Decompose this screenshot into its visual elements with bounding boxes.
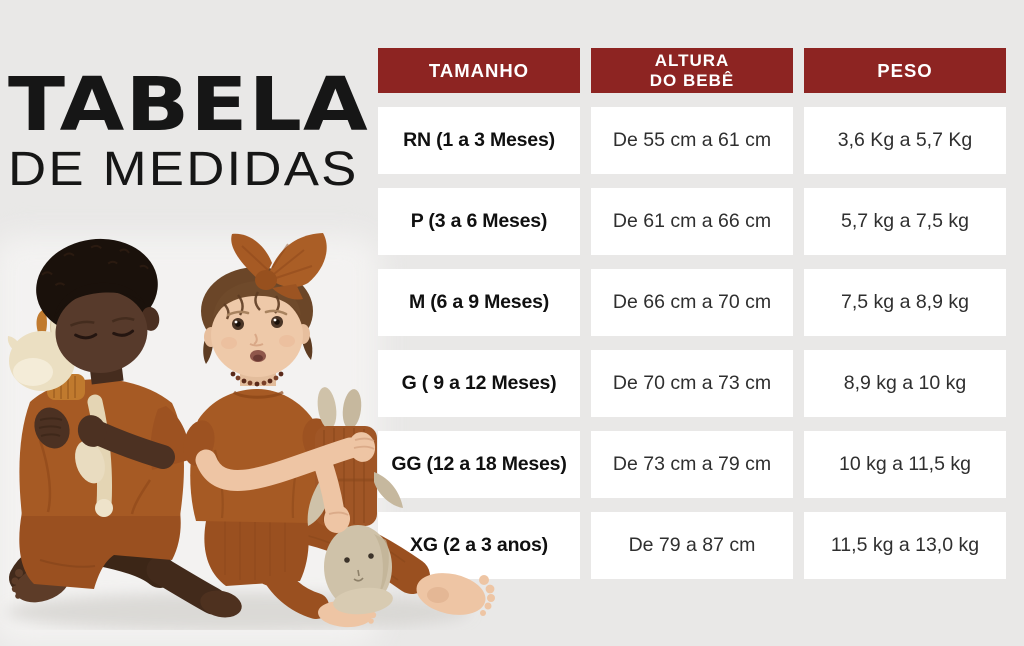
baby-girl-figure bbox=[183, 233, 495, 628]
height-cell: De 55 cm a 61 cm bbox=[591, 107, 793, 174]
column-header-altura: ALTURA DO BEBÊ bbox=[591, 48, 793, 93]
height-cell: De 61 cm a 66 cm bbox=[591, 188, 793, 255]
header-altura-line2: DO BEBÊ bbox=[649, 70, 735, 90]
weight-cell: 11,5 kg a 13,0 kg bbox=[804, 512, 1006, 579]
weight-cell: 10 kg a 11,5 kg bbox=[804, 431, 1006, 498]
height-cell: De 66 cm a 70 cm bbox=[591, 269, 793, 336]
column-header-tamanho: TAMANHO bbox=[378, 48, 580, 93]
height-cell: De 73 cm a 79 cm bbox=[591, 431, 793, 498]
weight-cell: 8,9 kg a 10 kg bbox=[804, 350, 1006, 417]
size-cell: P (3 a 6 Meses) bbox=[378, 188, 580, 255]
size-cell: G ( 9 a 12 Meses) bbox=[378, 350, 580, 417]
baby-boy-figure bbox=[7, 238, 242, 618]
bunny-plush bbox=[307, 387, 403, 615]
column-header-peso: PESO bbox=[804, 48, 1006, 93]
size-chart-infographic: TABELA DE MEDIDAS TAMANHO ALTURA DO BEBÊ… bbox=[6, 48, 1006, 630]
title-line-2: DE MEDIDAS bbox=[8, 143, 359, 196]
height-cell: De 70 cm a 73 cm bbox=[591, 350, 793, 417]
size-cell: RN (1 a 3 Meses) bbox=[378, 107, 580, 174]
header-peso-label: PESO bbox=[877, 59, 933, 81]
size-table: TAMANHO ALTURA DO BEBÊ PESO RN (1 a 3 Me… bbox=[378, 48, 1006, 579]
page-title: TABELA DE MEDIDAS bbox=[8, 68, 368, 194]
lamb-plush bbox=[7, 304, 113, 517]
size-cell: GG (12 a 18 Meses) bbox=[378, 431, 580, 498]
height-cell: De 79 a 87 cm bbox=[591, 512, 793, 579]
size-cell: XG (2 a 3 anos) bbox=[378, 512, 580, 579]
weight-cell: 5,7 kg a 7,5 kg bbox=[804, 188, 1006, 255]
title-line-1: TABELA bbox=[8, 62, 369, 148]
weight-cell: 3,6 Kg a 5,7 Kg bbox=[804, 107, 1006, 174]
babies-photo bbox=[6, 233, 495, 630]
hair-bow bbox=[231, 233, 327, 300]
header-tamanho-label: TAMANHO bbox=[428, 59, 530, 81]
size-cell: M (6 a 9 Meses) bbox=[378, 269, 580, 336]
bead-necklace bbox=[230, 371, 284, 387]
header-altura-line1: ALTURA bbox=[654, 51, 730, 71]
weight-cell: 7,5 kg a 8,9 kg bbox=[804, 269, 1006, 336]
